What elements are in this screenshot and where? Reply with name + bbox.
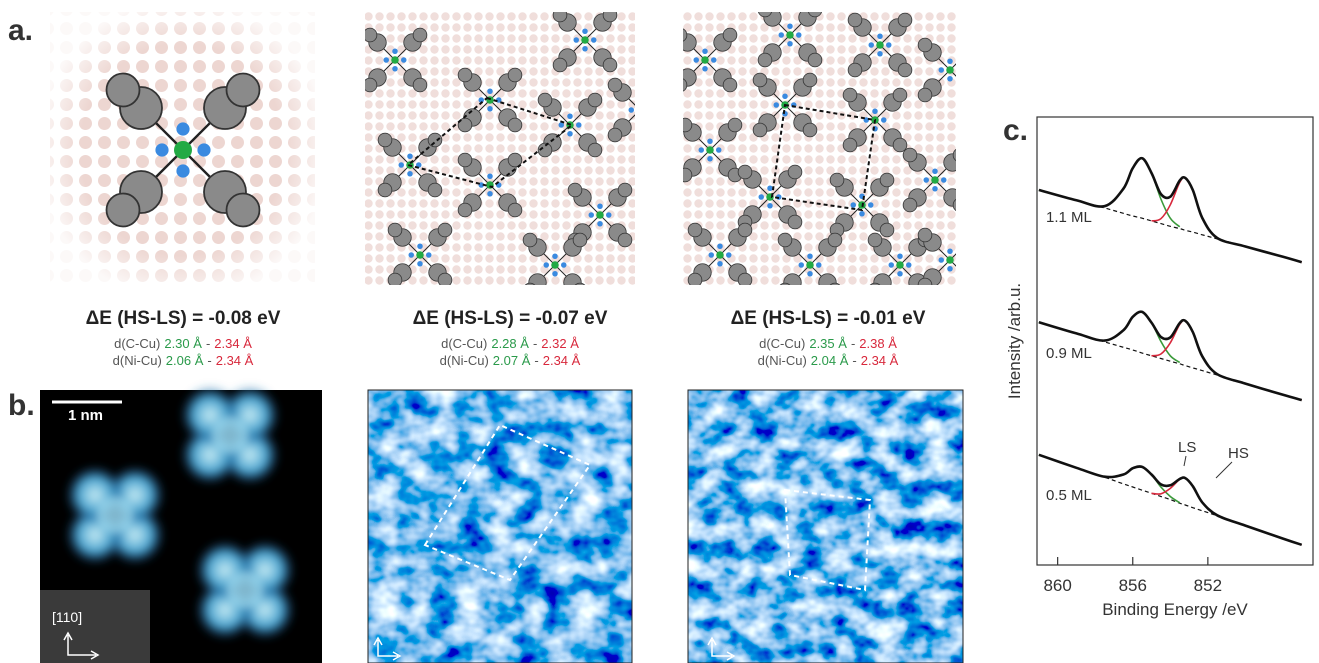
annotation-pointer xyxy=(1216,462,1232,478)
spectrum-label: 0.5 ML xyxy=(1046,487,1092,504)
ls-distance: 2.34 Å xyxy=(861,353,899,368)
y-axis-label: Intensity /arb.u. xyxy=(1005,283,1024,399)
hs-distance: 2.35 Å xyxy=(809,336,847,351)
scale-bar-label: 1 nm xyxy=(68,407,103,424)
ls-distance: 2.34 Å xyxy=(214,336,252,351)
distance-line: d(Ni-Cu) 2.07 Å-2.34 Å xyxy=(440,353,581,368)
panel-label: b. xyxy=(8,389,35,422)
hs-component xyxy=(1152,478,1302,545)
ls-distance: 2.38 Å xyxy=(859,336,897,351)
stm-image-1: 1 nm [110] xyxy=(40,385,322,663)
distance-line: d(C-Cu) 2.30 Å-2.34 Å xyxy=(114,336,252,351)
ls-distance: 2.34 Å xyxy=(216,353,254,368)
model-image-3 xyxy=(673,3,982,297)
distance-label: d(Ni-Cu) xyxy=(440,353,489,368)
hs-distance: 2.04 Å xyxy=(811,353,849,368)
distance-label: d(C-Cu) xyxy=(441,336,487,351)
energy-label: ΔE (HS-LS) = -0.07 eV xyxy=(413,308,608,329)
ls-distance: 2.34 Å xyxy=(543,353,581,368)
annotation: LS xyxy=(1178,439,1196,456)
distance-label: d(Ni-Cu) xyxy=(758,353,807,368)
distance-label: d(Ni-Cu) xyxy=(113,353,162,368)
hs-distance: 2.28 Å xyxy=(491,336,529,351)
spectrum-label: 1.1 ML xyxy=(1046,209,1092,226)
x-axis-label: Binding Energy /eV xyxy=(1102,600,1248,619)
stm-image-3 xyxy=(688,390,963,663)
panel-label: a. xyxy=(8,14,33,47)
model-image-1 xyxy=(50,12,315,287)
separator: - xyxy=(533,336,537,351)
distance-label: d(C-Cu) xyxy=(759,336,805,351)
distance-label: d(C-Cu) xyxy=(114,336,160,351)
x-tick-label: 856 xyxy=(1119,576,1147,595)
annotation: HS xyxy=(1228,445,1249,462)
model-image-2 xyxy=(363,8,672,297)
energy-label: ΔE (HS-LS) = -0.08 eV xyxy=(86,308,281,329)
separator: - xyxy=(534,353,538,368)
distance-line: d(Ni-Cu) 2.06 Å-2.34 Å xyxy=(113,353,254,368)
x-tick-label: 852 xyxy=(1194,576,1222,595)
ls-distance: 2.32 Å xyxy=(541,336,579,351)
direction-label: [110] xyxy=(52,609,82,625)
hs-distance: 2.30 Å xyxy=(164,336,202,351)
stm-image-2 xyxy=(368,390,632,663)
hs-distance: 2.06 Å xyxy=(166,353,204,368)
x-tick-label: 860 xyxy=(1043,576,1071,595)
separator: - xyxy=(207,353,211,368)
separator: - xyxy=(206,336,210,351)
distance-line: d(C-Cu) 2.28 Å-2.32 Å xyxy=(441,336,579,351)
hs-distance: 2.07 Å xyxy=(493,353,531,368)
distance-line: d(C-Cu) 2.35 Å-2.38 Å xyxy=(759,336,897,351)
distance-line: d(Ni-Cu) 2.04 Å-2.34 Å xyxy=(758,353,899,368)
annotation-pointer xyxy=(1184,456,1186,466)
figure: 1 nm [110] a. b. c. ΔE (HS-LS) = -0.08 e… xyxy=(0,0,1319,663)
separator: - xyxy=(852,353,856,368)
spectrum-label: 0.9 ML xyxy=(1046,345,1092,362)
energy-label: ΔE (HS-LS) = -0.01 eV xyxy=(731,308,926,329)
separator: - xyxy=(851,336,855,351)
panel-label: c. xyxy=(1003,114,1028,147)
